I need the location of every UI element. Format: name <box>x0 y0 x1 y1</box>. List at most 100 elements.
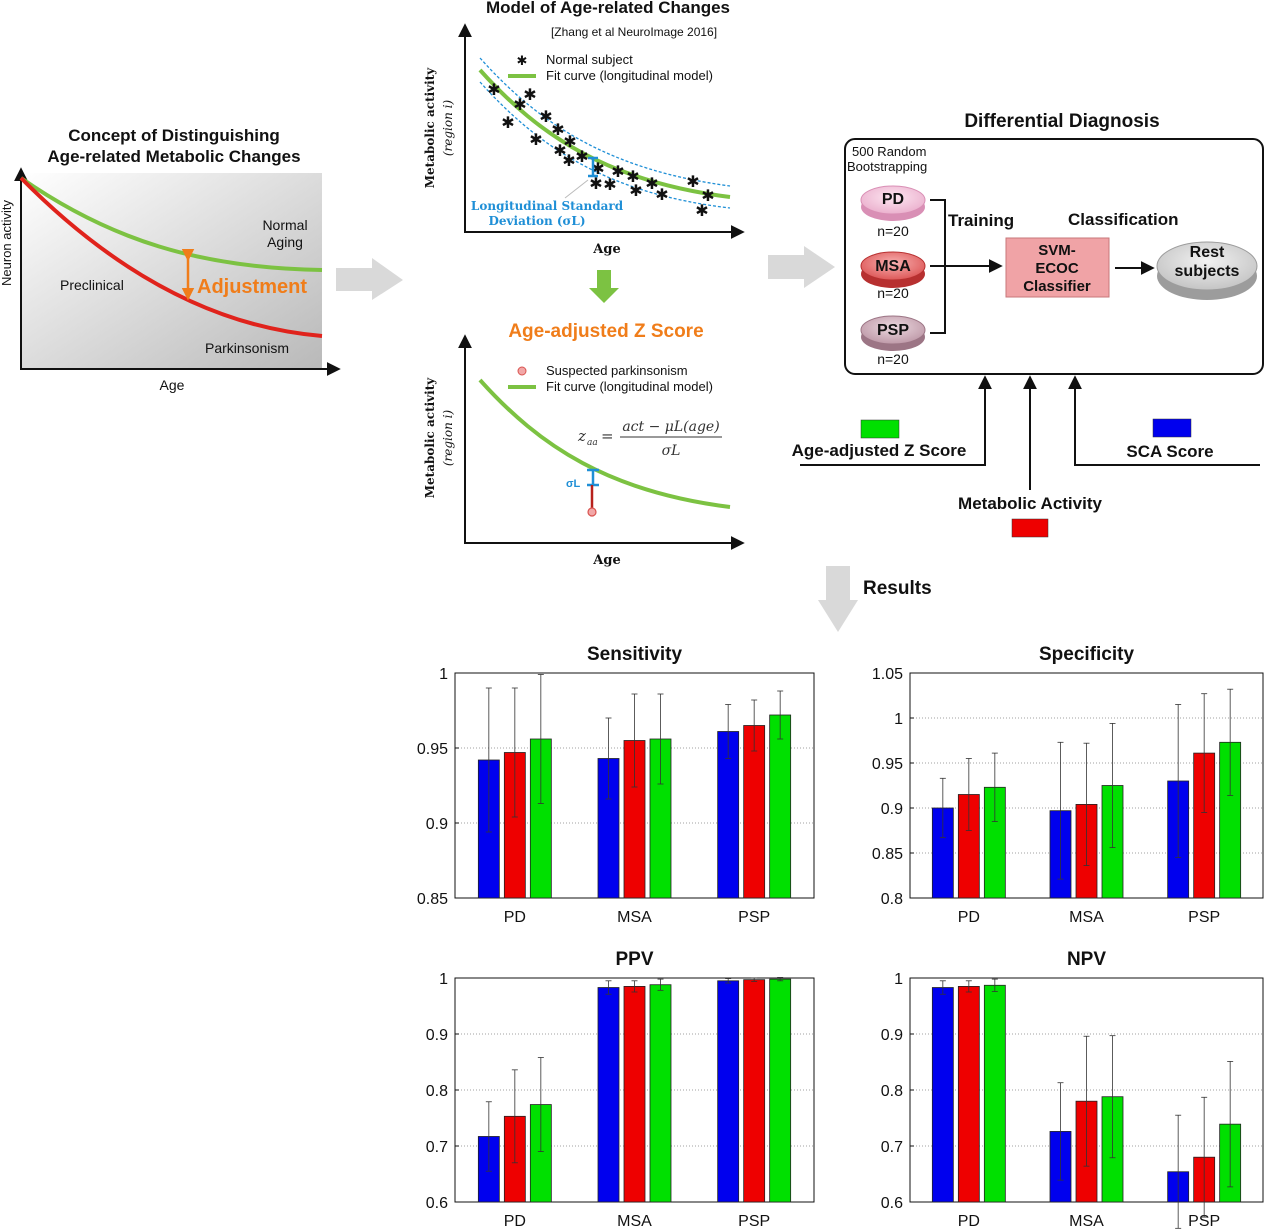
formula-numerator: act − μL(age) <box>622 419 719 435</box>
error-bar-pd-2 <box>537 674 544 804</box>
y-tick-label: 0.8 <box>881 891 903 908</box>
chart-title-npv: NPV <box>1067 949 1106 970</box>
error-bar-msa-1 <box>1083 742 1090 866</box>
group-psp-label: PSP <box>877 322 909 339</box>
error-bar-psp-1 <box>751 699 758 752</box>
svg-text:✱: ✱ <box>523 85 536 104</box>
x-tick-label-pd: PD <box>958 909 980 926</box>
chart-title-ppv: PPV <box>615 949 653 970</box>
x-tick-label-msa: MSA <box>1069 1213 1104 1230</box>
svg-text:✱: ✱ <box>591 159 604 178</box>
classifier-line2: ECOC <box>1035 260 1079 277</box>
formula-denominator: σL <box>662 443 681 459</box>
model-sd-lower <box>479 81 731 209</box>
y-tick-label: 0.9 <box>881 801 903 818</box>
y-tick-label: 0.7 <box>426 1139 448 1156</box>
concept-ylabel: Neuron activity <box>0 200 14 286</box>
y-tick-label: 0.8 <box>881 1083 903 1100</box>
svg-text:✱: ✱ <box>487 80 500 99</box>
formula-sub: aa <box>587 438 598 448</box>
zscore-legend-fit: Fit curve (longitudinal model) <box>546 379 713 394</box>
input-line-zscore <box>800 375 992 466</box>
error-bar-pd-1 <box>965 980 972 993</box>
zscore-panel: Age-adjusted Z Score Suspected parkinson… <box>423 321 745 568</box>
x-tick-label-pd: PD <box>504 909 526 926</box>
error-bar-psp-2 <box>777 977 784 982</box>
flow-arrow-down-results <box>818 566 858 632</box>
svg-text:✱: ✱ <box>645 174 658 193</box>
y-tick-label: 0.9 <box>881 1027 903 1044</box>
y-tick-label: 0.6 <box>881 1195 903 1212</box>
bar-pd-0 <box>931 987 954 1203</box>
model-legend-star: ✱ <box>517 54 528 69</box>
input-metabolic-label: Metabolic Activity <box>958 494 1102 513</box>
y-tick-label: 0.7 <box>881 1139 903 1156</box>
rest-line2: subjects <box>1175 263 1240 280</box>
error-bar-msa-1 <box>631 980 638 993</box>
zscore-legend-dot <box>517 366 527 376</box>
diagnosis-panel: Differential Diagnosis 500 Random Bootst… <box>792 111 1264 538</box>
svg-text:✱: ✱ <box>655 185 668 204</box>
svg-text:✱: ✱ <box>562 151 575 170</box>
zscore-xlabel: Age <box>592 553 620 568</box>
svg-text:✱: ✱ <box>529 130 542 149</box>
bar-pd-2 <box>983 984 1006 1203</box>
error-bar-pd-2 <box>991 752 998 822</box>
error-bar-psp-1 <box>1201 1096 1208 1218</box>
classifier-box <box>1005 237 1110 298</box>
error-bar-pd-1 <box>965 758 972 831</box>
model-legend-fit: Fit curve (longitudinal model) <box>546 68 713 83</box>
y-tick-label: 0.9 <box>426 1027 448 1044</box>
zscore-fit-curve <box>478 378 731 509</box>
error-bar-psp-0 <box>725 978 732 984</box>
error-bar-pd-0 <box>485 687 492 833</box>
training-label: Training <box>948 211 1014 230</box>
bar-msa-2 <box>649 984 672 1203</box>
svg-text:✱: ✱ <box>551 120 564 139</box>
chart-title-specificity: Specificity <box>1039 644 1134 665</box>
group-pd: PD n=20 <box>860 185 926 239</box>
error-bar-psp-2 <box>777 690 784 740</box>
svg-text:✱: ✱ <box>501 113 514 132</box>
y-tick-label: 1 <box>439 666 448 683</box>
error-bar-msa-0 <box>605 717 612 800</box>
diagnosis-title: Differential Diagnosis <box>964 111 1159 132</box>
y-tick-label: 0.6 <box>426 1195 448 1212</box>
x-tick-label-psp: PSP <box>738 1213 770 1230</box>
svg-text:✱: ✱ <box>575 147 588 166</box>
flow-arrow-down-green <box>589 270 619 303</box>
svg-text:✱: ✱ <box>563 132 576 151</box>
svg-text:✱: ✱ <box>686 172 699 191</box>
zscore-ylabel-line2: (region i) <box>441 410 455 467</box>
model-sd-bar <box>588 156 598 178</box>
error-bar-msa-2 <box>657 978 664 991</box>
x-tick-label-msa: MSA <box>617 909 652 926</box>
y-tick-label: 1.05 <box>872 666 903 683</box>
normal-aging-label-line2: Aging <box>267 234 303 250</box>
formula-lhs: z <box>577 427 586 445</box>
bar-msa-1 <box>623 986 646 1203</box>
error-bar-pd-0 <box>939 980 946 995</box>
zscore-title: Age-adjusted Z Score <box>508 321 703 342</box>
y-tick-label: 1 <box>894 971 903 988</box>
error-bar-psp-0 <box>1175 1114 1182 1229</box>
y-tick-label: 0.8 <box>426 1083 448 1100</box>
error-bar-msa-1 <box>1083 1035 1090 1167</box>
sca-color-swatch <box>1152 418 1192 438</box>
svg-text:✱: ✱ <box>603 175 616 194</box>
y-tick-label: 0.9 <box>426 816 448 833</box>
x-tick-label-psp: PSP <box>738 909 770 926</box>
svg-text:✱: ✱ <box>629 181 642 200</box>
flow-arrow-right-1 <box>336 258 403 300</box>
model-sd-label-line2: Deviation (σL) <box>489 214 586 228</box>
error-bar-msa-0 <box>1057 1082 1064 1181</box>
bootstrap-line1: 500 Random <box>852 144 926 159</box>
error-bar-psp-1 <box>1201 693 1208 813</box>
parkinsonism-curve <box>19 176 323 338</box>
formula-equals: = <box>601 427 614 445</box>
x-tick-label-psp: PSP <box>1188 1213 1220 1230</box>
model-xlabel: Age <box>592 242 620 257</box>
suspected-subject-point <box>587 507 597 517</box>
group-msa-n: n=20 <box>877 285 909 301</box>
bar-psp-2 <box>769 714 792 899</box>
